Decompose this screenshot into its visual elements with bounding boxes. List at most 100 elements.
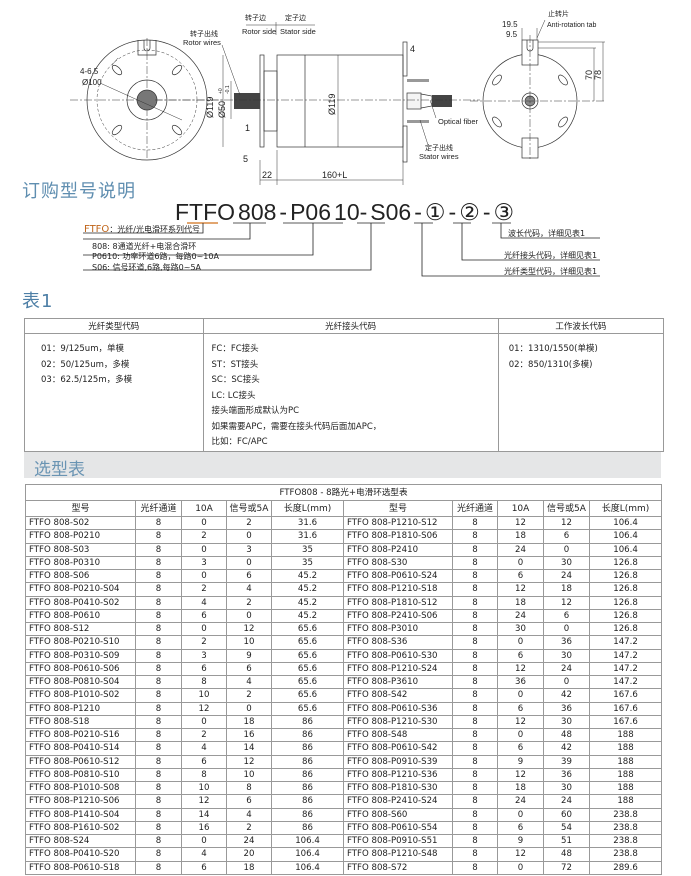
cell-10a: 24 xyxy=(497,794,544,809)
cell-signal-5a: 14 xyxy=(226,741,272,756)
cell-model: FTFO 808-P0910-S39 xyxy=(343,754,453,769)
stator-side-cn: 定子边 xyxy=(285,13,306,22)
cell-signal-5a: 0 xyxy=(226,701,272,716)
cell-length: 86 xyxy=(271,780,344,796)
cell-model: FTFO 808-P1410-S04 xyxy=(25,807,136,822)
cell-length: 238.8 xyxy=(588,807,663,822)
connector-fc: FC：FC接头 xyxy=(211,344,259,354)
cell-length: 188 xyxy=(588,727,663,743)
cell-model: FTFO 808-P0410-S02 xyxy=(25,595,136,610)
cell-fiber-channels: 8 xyxy=(135,568,182,584)
cell-signal-5a: 10 xyxy=(226,635,272,650)
cell-signal-5a: 18 xyxy=(226,714,272,730)
table-row: FTFO 808-P0610 8 6 0 45.2 FTFO 808-P2410-S06 8… xyxy=(25,608,663,624)
ordering-title: 订购型号说明 xyxy=(22,181,136,202)
cell-length: 106.4 xyxy=(271,833,344,849)
cell-10a: 0 xyxy=(497,555,544,571)
fiber-type-03: 03：62.5/125m，多模 xyxy=(41,375,133,385)
cell-10a: 12 xyxy=(497,847,544,862)
cell-10a: 18 xyxy=(497,529,544,544)
legend-power: P0610: 功率环道6路，每路0~10A xyxy=(92,252,219,261)
tol-upper: +0 xyxy=(218,88,224,94)
header-length: 长度L(mm) xyxy=(271,500,344,517)
cell-model: FTFO 808-P2410-S06 xyxy=(343,608,453,624)
optical-fiber-label: Optical fiber xyxy=(438,117,479,126)
cell-model: FTFO 808-P0610-S24 xyxy=(343,568,453,584)
cell-model: FTFO 808-P1210-S36 xyxy=(343,767,453,783)
cell-signal-5a: 54 xyxy=(543,820,590,836)
dim-78: 78 xyxy=(593,70,603,80)
cell-fiber-channels: 8 xyxy=(452,635,498,650)
cell-model: FTFO 808-P0610-S42 xyxy=(343,741,453,756)
cell-fiber-channels: 8 xyxy=(135,767,182,783)
cell-fiber-channels: 8 xyxy=(452,568,498,584)
cell-signal-5a: 10 xyxy=(226,767,272,783)
fiber-type-01: 01：9/125um，单模 xyxy=(41,344,124,354)
cell-model: FTFO 808-P1210-S24 xyxy=(343,661,453,677)
connector-lc: LC: LC接头 xyxy=(211,390,256,401)
cell-length: 147.2 xyxy=(588,674,663,690)
cell-10a: 24 xyxy=(497,608,544,624)
cell-length: 45.2 xyxy=(271,582,344,597)
table-row: FTFO 808-P0610-S06 8 6 6 65.6 FTFO 808-P1210-… xyxy=(25,661,663,677)
cell-signal-5a: 3 xyxy=(226,542,272,557)
connector-st: ST：ST接头 xyxy=(211,359,259,370)
header-signal-5a: 信号或5A xyxy=(543,500,590,517)
table-row: FTFO 808-P1210-S06 8 12 6 86 FTFO 808-P2410-S… xyxy=(25,794,663,809)
cell-length: 188 xyxy=(588,767,663,783)
cell-length: 65.6 xyxy=(271,621,344,637)
header-length: 长度L(mm) xyxy=(588,500,663,517)
cell-10a: 6 xyxy=(497,820,544,836)
cell-fiber-channels: 8 xyxy=(135,661,182,677)
cell-signal-5a: 36 xyxy=(543,767,590,783)
cell-fiber-channels: 8 xyxy=(452,661,498,677)
cell-length: 126.8 xyxy=(588,608,663,624)
cell-10a: 12 xyxy=(497,582,544,597)
rotor-side-label: Rotor side xyxy=(242,27,276,36)
code-dash: - xyxy=(279,199,288,225)
header-fiber-type: 光纤类型代码 xyxy=(24,318,204,334)
cell-fiber-channels: 8 xyxy=(452,595,498,610)
code-power: P06 xyxy=(290,199,332,225)
cell-fiber-channels: 8 xyxy=(452,542,498,557)
cell-model: FTFO 808-P0810-S10 xyxy=(25,767,136,783)
dim-19-5: 19.5 xyxy=(502,20,518,29)
table-row: FTFO 808-S24 8 0 24 106.4 FTFO 808-P0910-S51 8… xyxy=(25,833,663,849)
code-wavelength: ③ xyxy=(493,199,515,225)
cell-length: 106.4 xyxy=(588,529,663,544)
rotor-wires-cn: 转子出线 xyxy=(190,29,218,38)
note-wavelength: 波长代码，详细见表1 xyxy=(508,229,586,238)
connector-sc: SC：SC接头 xyxy=(211,375,260,385)
cell-model: FTFO 808-P0610-S18 xyxy=(25,860,136,875)
cell-fiber-channels: 8 xyxy=(135,860,182,875)
cell-10a: 0 xyxy=(497,688,544,703)
cell-length: 167.6 xyxy=(588,688,663,703)
cell-length: 289.6 xyxy=(588,860,663,875)
cell-model: FTFO 808-S48 xyxy=(343,727,453,743)
cell-model: FTFO 808-P1810-S12 xyxy=(343,595,453,610)
code-connector: ② xyxy=(459,199,480,225)
cell-10a: 12 xyxy=(497,661,544,677)
legend-series-text: ：光纤/光电滑环系列代号 xyxy=(109,225,201,234)
table-row: FTFO 808-S18 8 0 18 86 FTFO 808-P1210-S30 8 12 3… xyxy=(25,714,663,730)
table-row: FTFO 808-P1410-S04 8 14 4 86 FTFO 808-S60 8 0 60… xyxy=(25,807,663,822)
cell-length: 65.6 xyxy=(271,701,344,716)
cell-model: FTFO 808-P0310-S09 xyxy=(25,648,136,663)
cell-10a: 12 xyxy=(497,767,544,783)
table-row: FTFO 808-P1010-S08 8 10 8 86 FTFO 808-P1810-S… xyxy=(25,780,663,796)
cell-10a: 9 xyxy=(497,833,544,849)
cell-10a: 6 xyxy=(181,860,227,875)
dia-body: Ø119 xyxy=(327,94,337,115)
table-row: FTFO 808-P0610-S18 8 6 18 106.4 FTFO 808-S72 8… xyxy=(25,860,663,875)
cell-model: FTFO 808-P3610 xyxy=(343,674,453,690)
cell-model: FTFO 808-P0810-S04 xyxy=(25,674,136,690)
cell-model: FTFO 808-P0410-S14 xyxy=(25,741,136,756)
cell-signal-5a: 6 xyxy=(226,568,272,584)
cell-length: 86 xyxy=(271,794,344,809)
cell-length: 65.6 xyxy=(271,661,344,677)
table-row: FTFO 808-S12 8 0 12 65.6 FTFO 808-P3010 8 30 0 12… xyxy=(25,621,663,637)
cell-fiber-channels: 8 xyxy=(452,780,498,796)
cell-fiber-channels: 8 xyxy=(452,754,498,769)
selection-title: 选型表 xyxy=(34,460,85,480)
cell-10a: 9 xyxy=(497,754,544,769)
